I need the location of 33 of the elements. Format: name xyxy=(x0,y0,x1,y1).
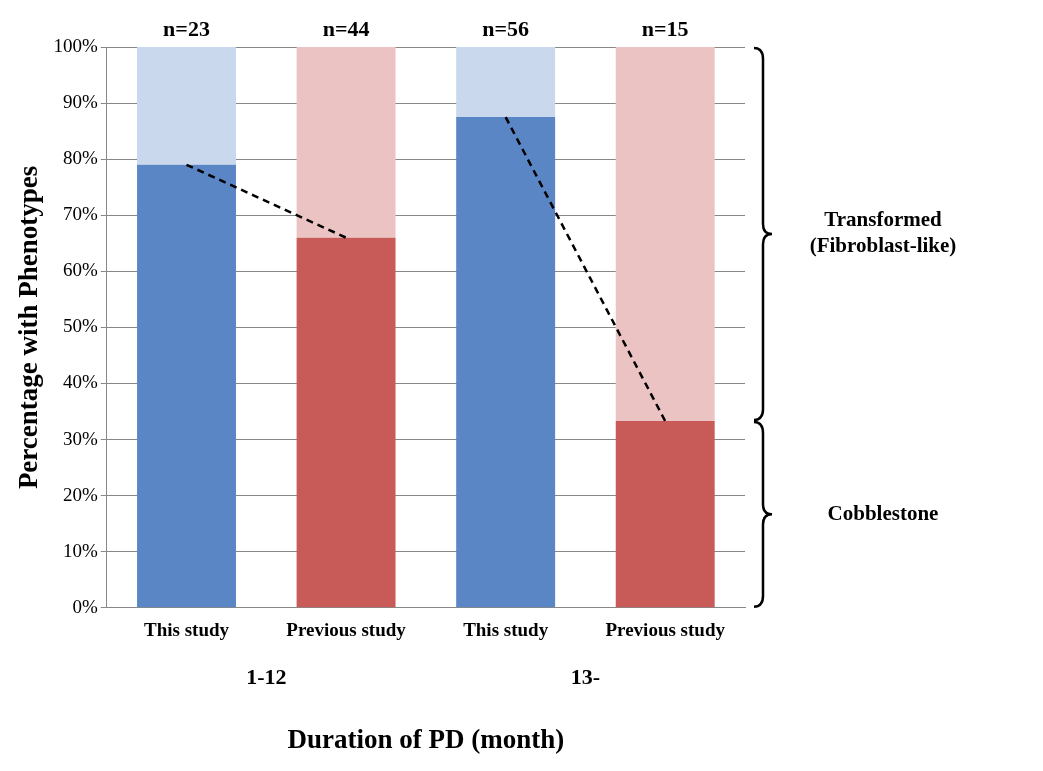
x-tick-label: This study xyxy=(463,619,549,641)
text: Transformed (Fibroblast-like) xyxy=(809,207,957,258)
bar xyxy=(456,117,556,608)
y-tick-label: 30% xyxy=(62,427,98,449)
x-axis-title: Duration of PD (month) xyxy=(287,723,565,754)
bar xyxy=(456,47,556,118)
y-axis-title: Percentage with Phenotypes xyxy=(13,165,44,490)
y-tick-label: 20% xyxy=(62,483,98,505)
bar xyxy=(615,47,715,422)
x-tick-label: Previous study xyxy=(286,619,407,641)
bar xyxy=(615,421,715,608)
text: n=44 xyxy=(322,15,370,41)
bar xyxy=(296,237,396,608)
y-tick-label: 90% xyxy=(62,91,98,113)
y-tick-label: 10% xyxy=(62,539,98,561)
text: 13- xyxy=(570,664,601,690)
x-tick-label: Previous study xyxy=(605,619,726,641)
y-tick-label: 80% xyxy=(62,147,98,169)
y-tick-label: 100% xyxy=(53,34,98,56)
bar xyxy=(137,47,236,165)
bar xyxy=(137,164,236,608)
x-tick-label: This study xyxy=(144,619,230,641)
y-tick-label: 40% xyxy=(62,371,98,393)
y-tick-label: 0% xyxy=(72,595,98,617)
text: n=56 xyxy=(482,15,530,41)
y-tick-label: 70% xyxy=(62,203,98,225)
bar xyxy=(296,47,396,238)
text: n=15 xyxy=(641,15,689,41)
text: Cobblestone xyxy=(827,500,939,525)
text: 1-12 xyxy=(246,664,287,690)
y-tick-label: 60% xyxy=(62,259,98,281)
text: n=23 xyxy=(163,15,210,41)
y-tick-label: 50% xyxy=(62,315,98,337)
